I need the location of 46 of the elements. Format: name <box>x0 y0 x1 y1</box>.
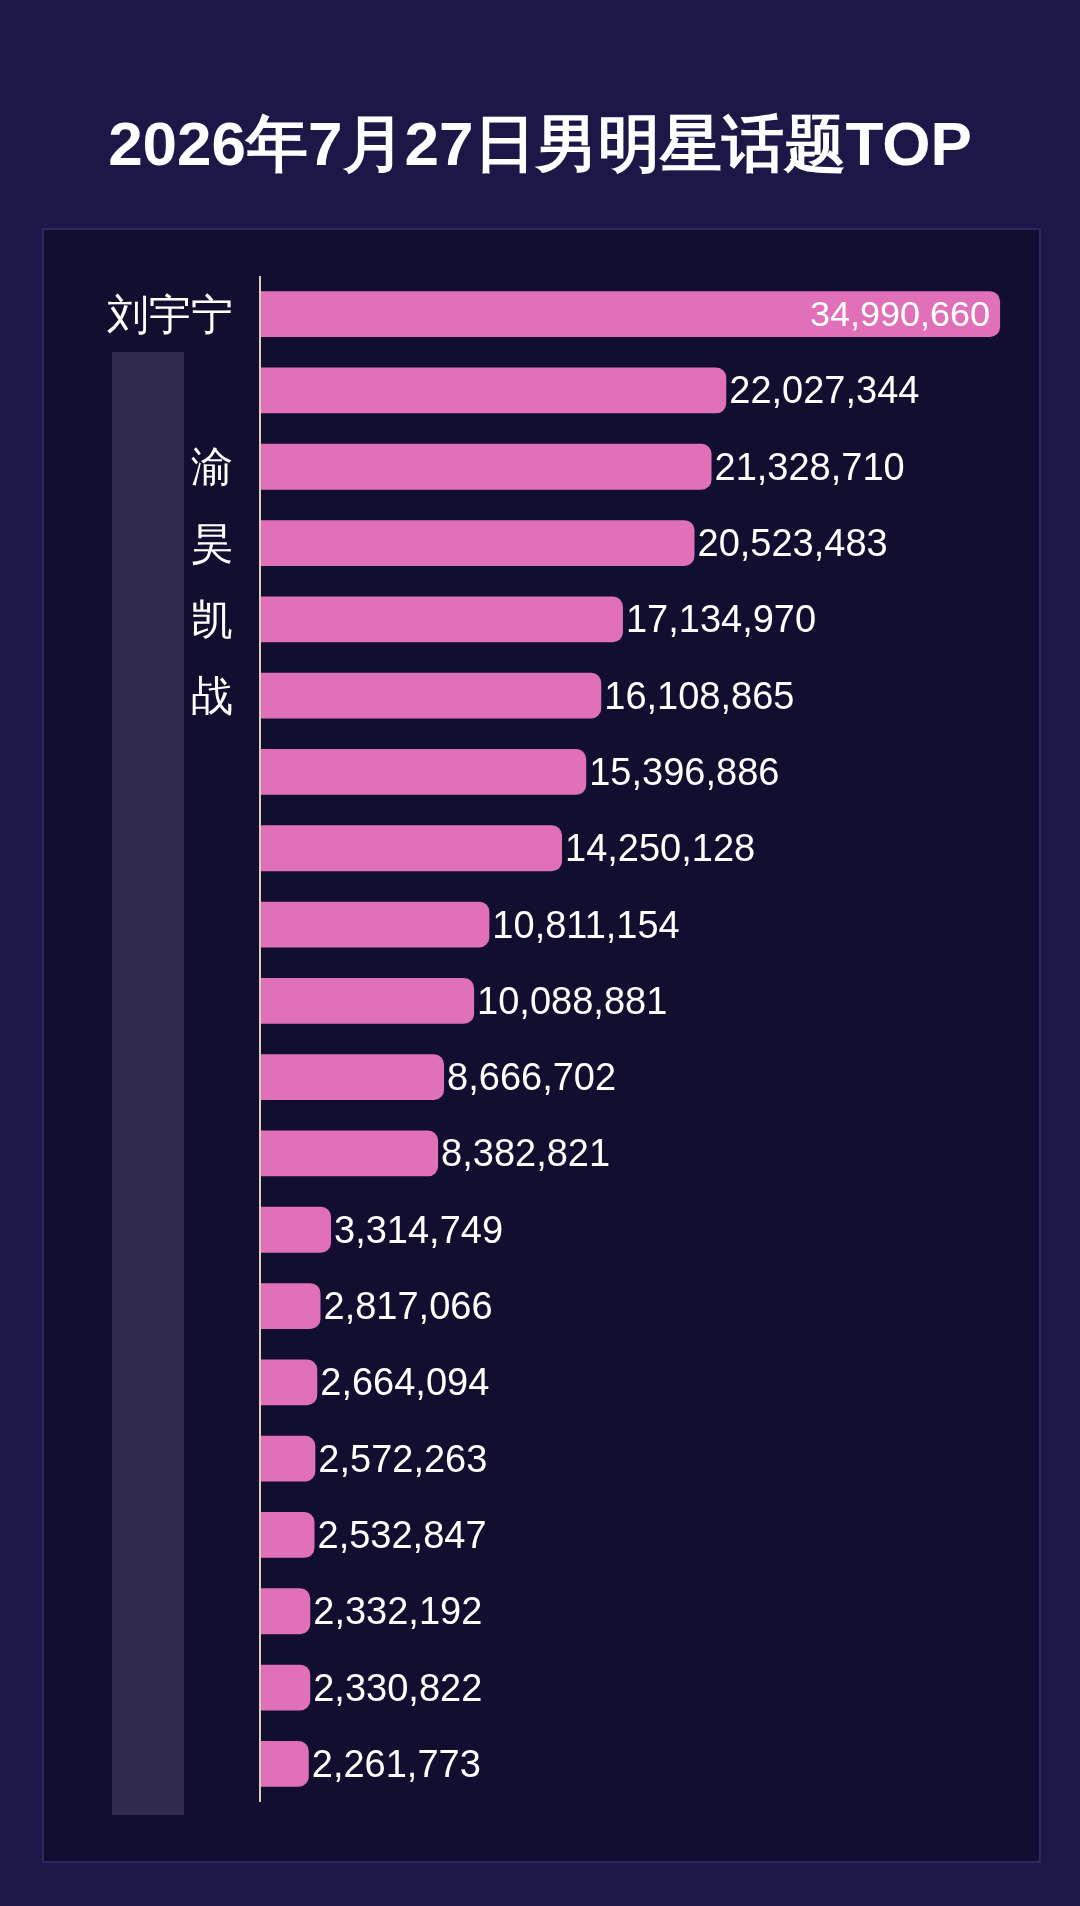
data-label: 15,396,886 <box>589 750 780 793</box>
bar <box>261 443 712 490</box>
data-label: 2,332,192 <box>313 1590 483 1633</box>
data-label: 17,134,970 <box>625 598 817 641</box>
data-label: 2,261,773 <box>311 1742 481 1785</box>
bar <box>261 901 490 948</box>
y-tick-label: 渝 <box>190 443 233 491</box>
data-label: 21,328,710 <box>714 445 905 488</box>
data-label: 8,382,821 <box>441 1132 611 1175</box>
bar <box>261 1359 318 1406</box>
data-label: 2,572,263 <box>318 1437 488 1480</box>
bar <box>261 1512 315 1558</box>
bar <box>261 977 475 1024</box>
data-label: 8,666,702 <box>447 1056 617 1099</box>
data-label: 22,027,344 <box>729 369 920 412</box>
data-label: 10,088,881 <box>477 979 668 1022</box>
y-tick-label: 刘宇宁 <box>106 290 233 338</box>
bar <box>261 1054 445 1101</box>
bar <box>261 1664 311 1711</box>
y-tick-label: 凯 <box>190 596 233 644</box>
data-label: 2,664,094 <box>320 1361 490 1404</box>
data-label: 2,817,066 <box>323 1285 493 1328</box>
data-label: 3,314,749 <box>334 1208 504 1251</box>
bar <box>261 1588 311 1635</box>
bar <box>261 596 623 643</box>
bar <box>261 1740 309 1787</box>
bar <box>261 825 562 872</box>
data-label: 14,250,128 <box>565 827 756 870</box>
data-label: 34,990,660 <box>809 293 991 335</box>
data-label: 2,532,847 <box>317 1513 487 1556</box>
y-tick-label: 昊 <box>190 519 233 567</box>
bar <box>261 1435 316 1482</box>
data-label: 2,330,822 <box>313 1666 483 1709</box>
bar <box>261 749 587 795</box>
bar <box>261 291 1001 338</box>
bar <box>261 672 602 719</box>
y-tick-label: 战 <box>190 672 233 720</box>
bar <box>261 1283 321 1329</box>
data-label: 16,108,865 <box>604 674 795 717</box>
data-label: 10,811,154 <box>492 903 680 946</box>
data-label: 20,523,483 <box>697 522 888 565</box>
bar <box>261 520 695 566</box>
bar <box>261 367 727 414</box>
bar <box>261 1206 332 1253</box>
chart-title: 2026年7月27日男明星话题TOP <box>108 108 972 178</box>
bar <box>261 1130 439 1177</box>
